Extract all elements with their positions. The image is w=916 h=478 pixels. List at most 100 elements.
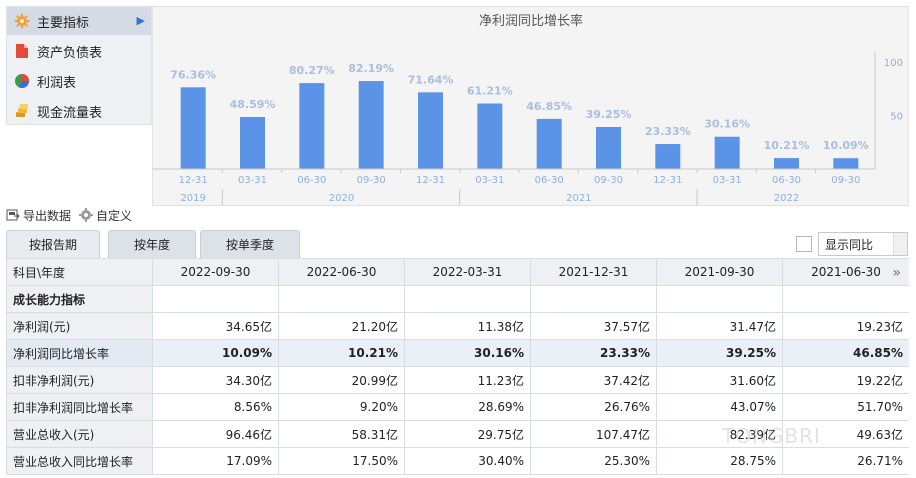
table-cell: 9.20%: [278, 393, 405, 421]
bar[interactable]: [240, 117, 265, 169]
export-icon: [6, 208, 20, 222]
bar[interactable]: [774, 158, 799, 169]
show-yoy-select[interactable]: 显示同比: [818, 232, 908, 256]
gear-icon: [13, 12, 31, 30]
bar-value-label: 71.64%: [408, 73, 454, 86]
sidebar-item-label: 资产负债表: [37, 45, 103, 61]
table-cell: 17.09%: [152, 447, 279, 475]
table-cell: 46.85%: [782, 339, 909, 367]
table-cell: 37.42亿: [530, 366, 657, 394]
table-cell: 19.22亿: [782, 366, 909, 394]
table-cell: 34.30亿: [152, 366, 279, 394]
bar-value-label: 46.85%: [526, 100, 572, 113]
chart-toolbar: 导出数据 自定义: [6, 205, 140, 225]
table-cell: 28.69%: [404, 393, 531, 421]
sidebar-item-label: 现金流量表: [37, 105, 103, 121]
bar[interactable]: [596, 127, 621, 169]
year-label: 2022: [774, 193, 799, 204]
table-cell: [782, 285, 909, 313]
table-cell: 58.31亿: [278, 420, 405, 448]
bar[interactable]: [358, 81, 384, 169]
bar[interactable]: [477, 103, 503, 169]
row-label: 净利润同比增长率: [6, 339, 153, 367]
pie-chart-icon: [13, 72, 31, 90]
column-header: 2021-06-30 »: [782, 258, 909, 286]
export-data-label: 导出数据: [23, 208, 72, 223]
row-label: 扣非净利润同比增长率: [6, 393, 153, 421]
x-tick-label: 06-30: [297, 175, 326, 186]
bar[interactable]: [536, 118, 562, 169]
sidebar-item-label: 利润表: [37, 75, 77, 91]
row-label: 营业总收入(元): [6, 420, 153, 448]
table-cell: 96.46亿: [152, 420, 279, 448]
table-row[interactable]: 净利润(元) 34.65亿 21.20亿 11.38亿 37.57亿 31.47亿 19.2…: [6, 312, 909, 340]
sidebar-item-label: 主要指标: [37, 15, 90, 31]
export-data-button[interactable]: 导出数据: [6, 207, 71, 224]
sidebar-item-cash-flow[interactable]: 现金流量表: [7, 97, 151, 125]
year-label: 2020: [329, 193, 354, 204]
table-cell: 31.47亿: [656, 312, 783, 340]
section-row: 成长能力指标: [6, 285, 909, 313]
sidebar-item-balance-sheet[interactable]: 资产负债表: [7, 37, 151, 65]
table-cell: 31.60亿: [656, 366, 783, 394]
compare-controls: 显示同比: [796, 232, 908, 256]
table-cell: 29.75亿: [404, 420, 531, 448]
bar-value-label: 76.36%: [170, 68, 216, 81]
x-tick-label: 09-30: [831, 175, 860, 186]
table-cell: [530, 285, 657, 313]
bar[interactable]: [299, 83, 325, 169]
table-cell: 10.21%: [278, 339, 405, 367]
bar[interactable]: [833, 158, 859, 169]
tab-label: 按年度: [133, 238, 170, 252]
bar-value-label: 80.27%: [289, 64, 335, 77]
table-row[interactable]: 营业总收入同比增长率 17.09% 17.50% 30.40% 25.30% 28.75%…: [6, 447, 909, 475]
show-yoy-label: 显示同比: [825, 237, 874, 252]
x-tick-label: 03-31: [238, 175, 267, 186]
table-cell: 10.09%: [152, 339, 279, 367]
table-cell: [278, 285, 405, 313]
double-chevron-right-icon[interactable]: »: [892, 265, 901, 281]
table-row[interactable]: 营业总收入(元) 96.46亿 58.31亿 29.75亿 107.47亿 82.39亿 4…: [6, 420, 909, 448]
section-title: 成长能力指标: [6, 285, 153, 313]
custom-settings-button[interactable]: 自定义: [79, 207, 132, 224]
table-cell: 17.50%: [278, 447, 405, 475]
sidebar-item-income-statement[interactable]: 利润表: [7, 67, 151, 95]
table-cell: 26.71%: [782, 447, 909, 475]
bar[interactable]: [655, 144, 681, 169]
table-cell: 34.65亿: [152, 312, 279, 340]
table-cell: 20.99亿: [278, 366, 405, 394]
sidebar-item-main-indicators[interactable]: 主要指标 ▶: [7, 7, 151, 35]
tab-label: 按报告期: [28, 238, 77, 252]
table-row[interactable]: 净利润同比增长率 10.09% 10.21% 30.16% 23.33% 39.25% 46…: [6, 339, 909, 367]
year-label: 2021: [566, 193, 591, 204]
settings-icon: [79, 208, 94, 222]
coins-icon: [13, 102, 31, 120]
table-cell: 107.47亿: [530, 420, 657, 448]
bar[interactable]: [714, 136, 740, 169]
row-label: 扣非净利润(元): [6, 366, 153, 394]
table-cell: 8.56%: [152, 393, 279, 421]
bar-value-label: 82.19%: [348, 62, 394, 75]
tab-by-quarter[interactable]: 按单季度: [200, 230, 300, 258]
column-header: 2021-09-30: [656, 258, 783, 286]
table-cell: 11.38亿: [404, 312, 531, 340]
show-yoy-checkbox[interactable]: [796, 236, 812, 252]
tab-by-year[interactable]: 按年度: [108, 230, 196, 258]
bar-chart: 净利润同比增长率 76.36% 48.59% 80.27% 82.19% 71.64% 6…: [153, 13, 903, 205]
bar[interactable]: [180, 87, 206, 169]
table-row[interactable]: 扣非净利润(元) 34.30亿 20.99亿 11.23亿 37.42亿 31.60亿 19…: [6, 366, 909, 394]
tab-by-report-period[interactable]: 按报告期: [6, 230, 100, 258]
row-label: 净利润(元): [6, 312, 153, 340]
y-tick-label: 50: [890, 112, 903, 123]
bar[interactable]: [418, 92, 443, 169]
column-header-label: 2021-06-30: [811, 265, 881, 279]
table-cell: 28.75%: [656, 447, 783, 475]
caret-right-icon: ▶: [136, 14, 145, 27]
table-row[interactable]: 扣非净利润同比增长率 8.56% 9.20% 28.69% 26.76% 43.07% 51…: [6, 393, 909, 421]
table-cell: 51.70%: [782, 393, 909, 421]
x-tick-label: 03-31: [475, 175, 504, 186]
custom-settings-label: 自定义: [96, 208, 133, 223]
growth-rate-chart: 净利润同比增长率 76.36% 48.59% 80.27% 82.19% 71.64% 6…: [152, 6, 909, 206]
table-header-row: 科目\年度 2022-09-30 2022-06-30 2022-03-31 2…: [6, 258, 909, 286]
x-tick-label: 03-31: [713, 175, 742, 186]
